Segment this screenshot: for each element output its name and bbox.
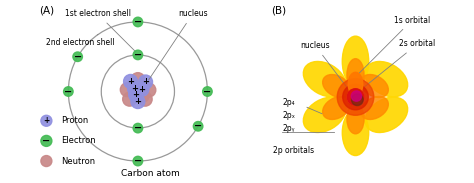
Circle shape — [133, 50, 143, 60]
Text: −: − — [194, 121, 202, 131]
Text: 1s orbital: 1s orbital — [359, 16, 430, 73]
Text: +: + — [43, 116, 49, 125]
Ellipse shape — [342, 36, 369, 87]
Ellipse shape — [343, 84, 368, 110]
Circle shape — [131, 73, 145, 87]
Circle shape — [131, 95, 145, 109]
Text: Neutron: Neutron — [61, 156, 95, 166]
Text: +: + — [131, 84, 138, 93]
Text: 2nd electron shell: 2nd electron shell — [46, 35, 115, 47]
Ellipse shape — [361, 74, 388, 98]
Circle shape — [203, 87, 212, 96]
Circle shape — [347, 89, 364, 105]
Circle shape — [133, 156, 143, 166]
Circle shape — [128, 82, 142, 96]
Ellipse shape — [303, 97, 346, 132]
Circle shape — [136, 88, 149, 102]
Ellipse shape — [337, 79, 374, 115]
Ellipse shape — [303, 61, 346, 97]
Text: −: − — [134, 17, 142, 27]
Text: −: − — [134, 123, 142, 133]
Text: +: + — [138, 85, 146, 94]
Ellipse shape — [348, 72, 363, 96]
Ellipse shape — [365, 97, 408, 132]
Circle shape — [41, 135, 52, 146]
Text: Proton: Proton — [61, 116, 88, 125]
Circle shape — [73, 52, 82, 61]
Ellipse shape — [347, 104, 364, 134]
Text: 1st electron shell: 1st electron shell — [64, 9, 136, 52]
Text: (B): (B) — [271, 5, 286, 16]
Ellipse shape — [347, 89, 364, 105]
Circle shape — [138, 75, 153, 89]
Ellipse shape — [347, 59, 364, 91]
Ellipse shape — [365, 61, 408, 97]
Text: −: − — [203, 87, 211, 96]
Circle shape — [129, 88, 143, 102]
Text: 2p orbitals: 2p orbitals — [273, 145, 314, 155]
Circle shape — [41, 115, 52, 126]
Circle shape — [135, 82, 149, 96]
Circle shape — [142, 83, 156, 97]
Circle shape — [124, 74, 137, 88]
Text: −: − — [134, 50, 142, 60]
Circle shape — [351, 91, 362, 101]
Text: −: − — [42, 136, 50, 146]
Ellipse shape — [361, 96, 388, 119]
Circle shape — [133, 123, 143, 133]
Text: −: − — [134, 156, 142, 166]
Text: −: − — [73, 52, 82, 62]
Text: 2s orbital: 2s orbital — [363, 39, 436, 88]
Ellipse shape — [342, 110, 369, 156]
Circle shape — [193, 122, 203, 131]
Text: 2pₓ: 2pₓ — [283, 111, 295, 120]
Text: nucleus: nucleus — [301, 41, 348, 89]
Text: +: + — [142, 77, 149, 87]
Circle shape — [133, 17, 143, 27]
Ellipse shape — [323, 96, 350, 119]
Circle shape — [64, 87, 73, 96]
Text: Carbon atom: Carbon atom — [121, 169, 180, 178]
Circle shape — [138, 92, 152, 106]
Text: (A): (A) — [39, 5, 54, 16]
Text: +: + — [127, 77, 134, 86]
Ellipse shape — [323, 74, 350, 98]
Circle shape — [41, 156, 52, 167]
Circle shape — [123, 92, 137, 106]
Text: +: + — [132, 90, 139, 99]
Text: 2pᵧ: 2pᵧ — [283, 124, 295, 133]
Text: −: − — [64, 87, 73, 96]
Text: +: + — [135, 97, 141, 106]
Text: 2p₄: 2p₄ — [283, 98, 295, 107]
Circle shape — [120, 83, 134, 97]
Text: nucleus: nucleus — [148, 9, 208, 80]
Circle shape — [352, 94, 363, 106]
Text: Electron: Electron — [61, 136, 96, 145]
